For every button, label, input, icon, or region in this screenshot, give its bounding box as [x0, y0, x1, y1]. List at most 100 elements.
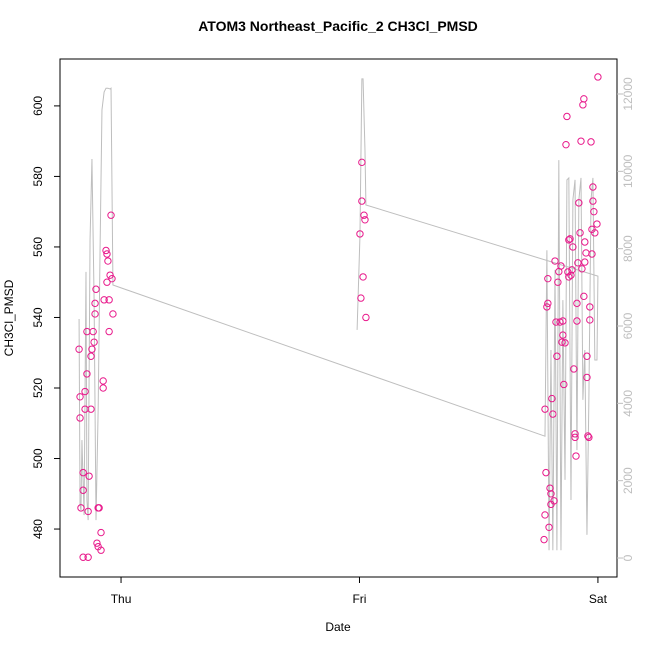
point — [580, 292, 588, 301]
point — [554, 278, 562, 286]
point — [542, 468, 550, 477]
point — [79, 553, 87, 561]
point — [359, 273, 367, 281]
point — [360, 211, 368, 219]
point — [544, 274, 552, 283]
point — [87, 405, 95, 413]
point — [84, 507, 92, 516]
y-tick-label: 540 — [31, 307, 45, 327]
point — [91, 299, 99, 308]
point — [105, 296, 113, 304]
y-tick-label: 500 — [31, 448, 45, 468]
y2-tick-label: 12000 — [621, 77, 635, 111]
point — [583, 373, 591, 382]
y-tick-label: 600 — [31, 96, 45, 116]
point — [543, 303, 551, 311]
point — [566, 235, 574, 243]
point — [582, 249, 590, 257]
point — [109, 310, 117, 318]
point — [108, 274, 116, 283]
point — [357, 294, 365, 302]
point — [560, 380, 568, 389]
point — [580, 95, 588, 103]
point — [77, 504, 85, 512]
point — [105, 327, 113, 336]
point — [578, 265, 586, 273]
point — [89, 327, 97, 336]
point — [104, 257, 112, 265]
point — [75, 345, 83, 353]
point — [568, 266, 576, 274]
y-tick-label: 580 — [31, 166, 45, 186]
point — [567, 271, 575, 279]
point — [358, 197, 366, 205]
point — [548, 394, 556, 403]
point — [575, 199, 583, 207]
point — [561, 339, 569, 347]
point — [589, 183, 597, 191]
point — [544, 299, 552, 308]
y-axis-label: CH3Cl_PMSD — [2, 279, 16, 356]
point — [541, 405, 549, 413]
y2-tick-label: 2000 — [621, 467, 635, 494]
point — [583, 352, 591, 360]
point — [563, 112, 571, 121]
point — [581, 238, 589, 246]
point — [103, 250, 111, 258]
point — [99, 384, 107, 392]
y2-tick-label: 10000 — [621, 154, 635, 188]
point — [581, 258, 589, 266]
line-series — [78, 78, 599, 551]
x-tick-label: Sat — [589, 592, 608, 606]
point — [565, 236, 573, 244]
point — [553, 352, 561, 360]
point — [587, 138, 595, 146]
y2-tick-label: 8000 — [621, 235, 635, 262]
point — [573, 299, 581, 308]
point — [557, 262, 565, 270]
point — [562, 140, 570, 149]
point — [81, 387, 89, 396]
point — [358, 158, 366, 167]
point — [589, 197, 597, 205]
point — [559, 331, 567, 339]
point — [590, 207, 598, 216]
point — [550, 497, 558, 505]
point — [90, 338, 98, 346]
point — [559, 317, 567, 325]
point — [584, 432, 592, 440]
point — [107, 211, 115, 219]
point — [571, 430, 579, 438]
point — [103, 278, 111, 286]
point — [593, 220, 601, 228]
point — [565, 273, 573, 281]
point — [571, 433, 579, 442]
point — [95, 504, 103, 512]
point — [99, 377, 107, 385]
point — [79, 468, 87, 477]
point — [102, 246, 110, 255]
point — [79, 486, 87, 494]
point — [100, 296, 108, 304]
point — [76, 414, 84, 422]
point — [552, 318, 560, 326]
point — [572, 452, 580, 460]
point — [577, 137, 585, 145]
point — [91, 310, 99, 318]
point — [586, 303, 594, 311]
point — [361, 216, 369, 224]
y-tick-label: 520 — [31, 378, 45, 398]
point — [93, 539, 101, 547]
point — [87, 352, 95, 360]
y2-tick-label: 4000 — [621, 390, 635, 417]
point — [97, 546, 105, 554]
point — [573, 317, 581, 325]
plot-frame — [59, 58, 618, 578]
point — [97, 528, 105, 537]
point — [362, 313, 370, 322]
point — [540, 535, 548, 544]
point — [579, 101, 587, 109]
point — [549, 410, 557, 418]
point — [541, 511, 549, 519]
